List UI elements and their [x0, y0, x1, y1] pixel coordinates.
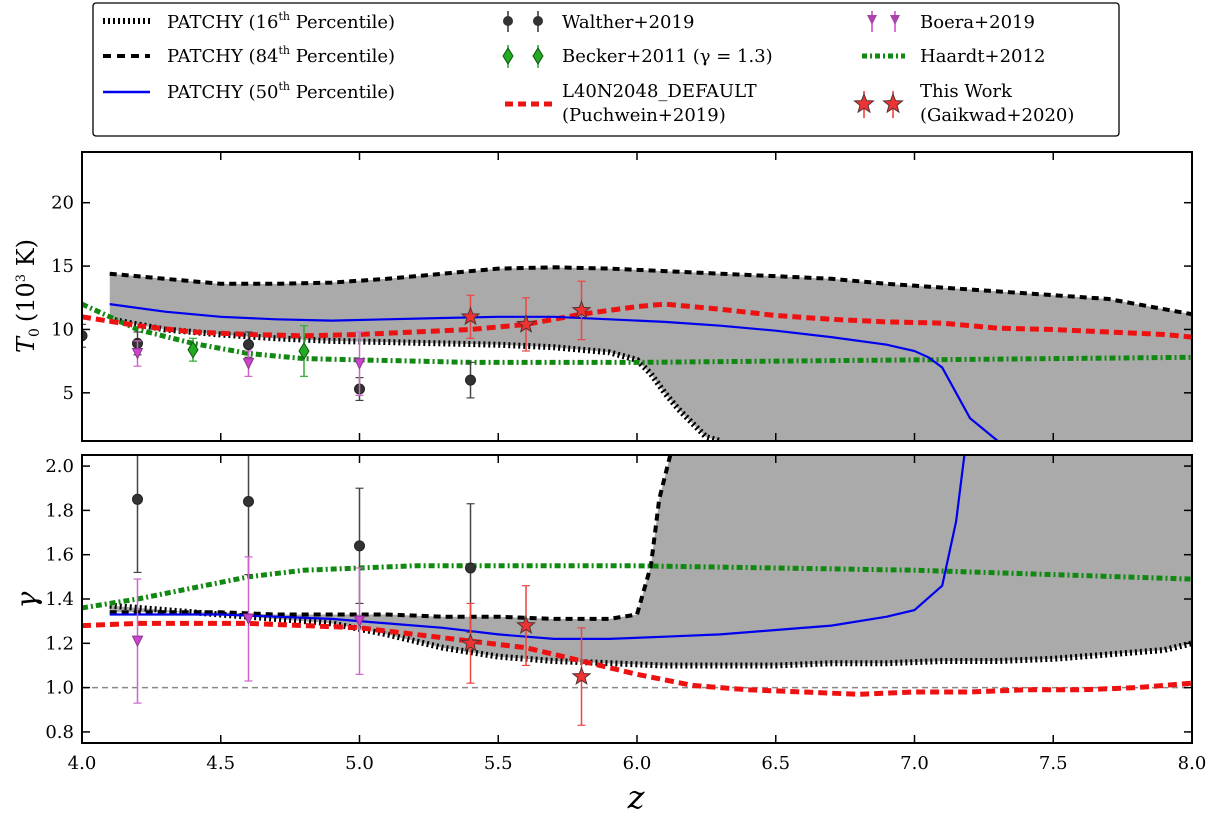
top-point-triangle [353, 331, 366, 396]
bottom-series-haardt [82, 563, 1192, 611]
top-marker-circle [243, 339, 254, 351]
x-tick-label: 6.5 [761, 753, 790, 774]
bottom-series-puchwein [82, 620, 1192, 697]
legend-label-haardt: Haardt+2012 [920, 46, 1045, 67]
bottom-marker-triangle [353, 615, 366, 628]
top-point-triangle [242, 350, 255, 377]
top-point-triangle [131, 340, 144, 367]
top-y-tick-label: 20 [51, 193, 74, 214]
panel-bottom-gamma: 4.0 4.5 5.0 5.5 6.0 6.5 7.0 7.5 8.0 0.8 1.0 1.2 1.4 1… [45, 454, 1207, 774]
top-marker-star [460, 306, 481, 326]
bottom-marker-star [460, 632, 481, 652]
legend-label-boera: Boera+2019 [920, 12, 1035, 33]
legend-label-puchwein-1: L40N2048_DEFAULT [562, 81, 757, 102]
x-tick-label: 7.5 [1039, 753, 1068, 774]
x-tick-label: 4.0 [68, 753, 97, 774]
top-point-circle [465, 361, 476, 399]
y-axis-label-t0: T0(103 K) [12, 239, 43, 353]
bottom-point-triangle [242, 556, 255, 682]
bottom-y-tick-label: 1.0 [45, 678, 74, 699]
legend-swatch-becker [502, 45, 544, 68]
bottom-series-median [109, 455, 966, 641]
legend-label-walther: Walther+2019 [562, 12, 694, 33]
legend-label-thiswork-2: (Gaikwad+2020) [920, 105, 1074, 126]
bottom-y-tick-label: 1.2 [45, 633, 74, 654]
y-axis-label-gamma: γ [10, 591, 43, 608]
bottom-marker-triangle [242, 613, 255, 626]
bottom-marker-circle [243, 496, 254, 508]
x-tick-label: 5.5 [484, 753, 513, 774]
top-marker-circle [465, 374, 476, 386]
bottom-y-tick-label: 2.0 [45, 456, 74, 477]
bottom-y-tick-label: 1.8 [45, 500, 74, 521]
top-series-band_lower [109, 316, 722, 441]
bottom-point-circle [243, 455, 254, 576]
legend-label-puchwein-2: (Puchwein+2019) [562, 105, 726, 126]
top-marker-triangle [131, 348, 144, 360]
top-y-tick-label: 10 [51, 319, 74, 340]
top-point-star [571, 280, 592, 341]
bottom-point-circle [132, 455, 143, 574]
legend-swatch-boera [867, 11, 900, 32]
bottom-marker-star [571, 666, 592, 685]
bottom-y-tick-label: 0.8 [45, 722, 74, 743]
bottom-y-tick-label: 1.6 [45, 545, 74, 566]
legend-label-p50: PATCHY (50th Percentile) [167, 80, 395, 103]
legend-label-becker: Becker+2011 (γ = 1.3) [562, 46, 773, 67]
top-point-diamond [187, 337, 199, 362]
bottom-point-star [571, 627, 592, 726]
bottom-point-triangle [131, 578, 144, 704]
bottom-point-star [460, 602, 481, 684]
top-marker-star [516, 313, 536, 333]
bottom-marker-circle [354, 540, 365, 552]
legend-swatch-walther [503, 11, 543, 32]
top-point-diamond [298, 325, 310, 377]
bottom-marker-circle [132, 493, 143, 505]
bottom-plot-area [82, 455, 1192, 726]
bottom-marker-triangle [131, 635, 144, 648]
bottom-point-star [516, 585, 536, 667]
top-point-star [516, 297, 536, 352]
bottom-series-band_lower [109, 602, 1192, 669]
panel-top-t0: 5 10 15 20 [51, 151, 1193, 442]
x-axis-label: z [627, 778, 646, 816]
bottom-series-band_upper [109, 455, 673, 621]
legend-label-thiswork-1: This Work [920, 81, 1013, 102]
top-marker-diamond [298, 342, 310, 360]
x-tick-label: 5.0 [345, 753, 374, 774]
top-series-median [109, 303, 999, 441]
bottom-point-triangle [353, 567, 366, 675]
x-tick-label: 8.0 [1178, 753, 1207, 774]
x-tick-label: 7.0 [900, 753, 929, 774]
legend-swatch-thiswork [853, 91, 904, 118]
top-marker-triangle [242, 358, 255, 370]
top-y-tick-label: 15 [51, 256, 74, 277]
bottom-percentile-band [109, 455, 1192, 666]
legend-label-p84: PATCHY (84th Percentile) [167, 44, 395, 67]
top-y-tick-label: 5 [63, 383, 74, 404]
top-series-band_upper [109, 265, 1192, 317]
bottom-marker-star [516, 615, 536, 635]
top-plot-area [82, 265, 1192, 441]
top-marker-diamond [187, 340, 199, 359]
legend: PATCHY (16th Percentile) PATCHY (84th Pe… [92, 2, 1120, 137]
legend-label-p16: PATCHY (16th Percentile) [167, 10, 395, 33]
x-tick-label: 4.5 [206, 753, 235, 774]
top-marker-star [571, 299, 592, 319]
top-marker-circle [82, 330, 88, 342]
bottom-y-tick-label: 1.4 [45, 589, 74, 610]
x-tick-label: 6.0 [623, 753, 652, 774]
top-percentile-band [109, 267, 1192, 441]
top-point-circle [82, 323, 88, 348]
bottom-marker-circle [465, 562, 476, 574]
top-marker-triangle [353, 358, 366, 370]
top-point-star [460, 294, 481, 339]
